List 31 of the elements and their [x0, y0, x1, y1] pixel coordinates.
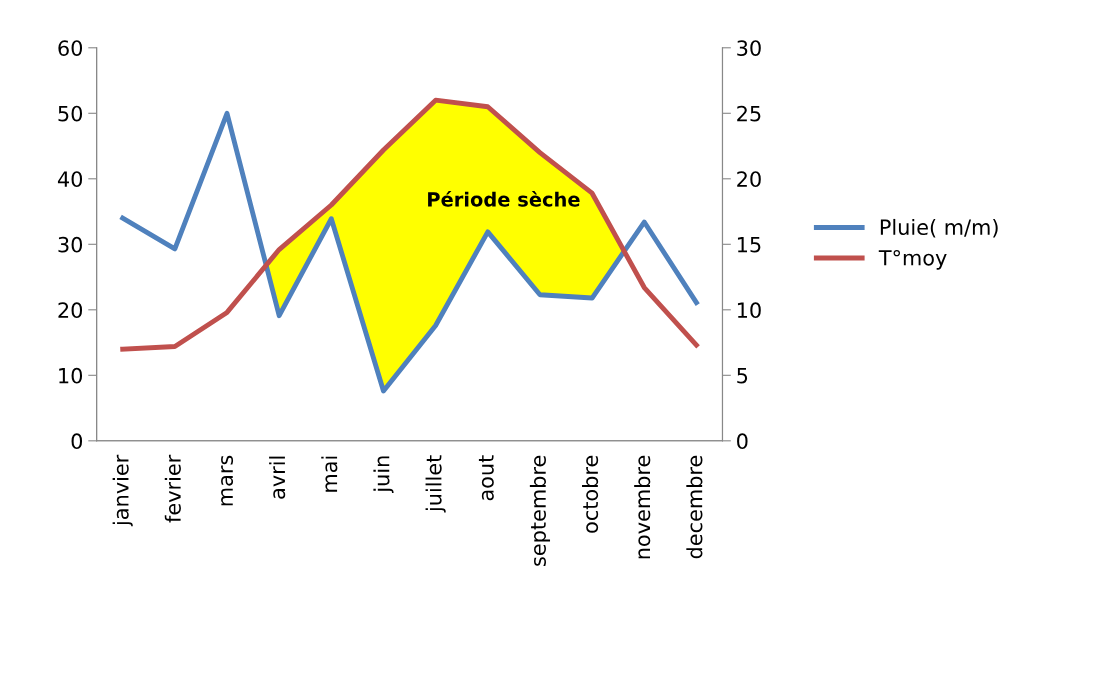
x-tick-label: octobre — [582, 455, 599, 533]
x-tick-label: aout — [478, 455, 494, 501]
y-tick-label: 0 — [71, 433, 83, 450]
y2-tick-label: 15 — [737, 237, 761, 253]
y2-tick-label: 0 — [737, 433, 748, 450]
x-tick-label: juin — [373, 456, 394, 494]
legend-label: T°moy — [878, 249, 947, 270]
x-tick-label: fevrier — [164, 454, 181, 523]
x-tick-label: avril — [269, 456, 286, 499]
legend-label: Pluie( m/m) — [880, 218, 998, 238]
y-tick-label: 40 — [57, 171, 83, 187]
y-tick-label: 50 — [58, 105, 83, 122]
y-tick-label: 20 — [58, 302, 83, 319]
x-tick-label: novembre — [634, 455, 651, 559]
y2-tick-label: 30 — [737, 40, 761, 56]
x-tick-label: mars — [221, 455, 234, 506]
y-tick-label: 30 — [58, 236, 83, 253]
x-tick-label: juillet — [425, 455, 446, 513]
annotation: Période sèche — [428, 190, 580, 207]
x-tick-label: janvier — [112, 454, 133, 527]
y-tick-label: 60 — [58, 40, 83, 56]
x-tick-label: mai — [321, 456, 338, 492]
x-tick-label: decembre — [686, 455, 703, 559]
x-tick-label: septembre — [529, 455, 551, 566]
y-tick-label: 10 — [59, 367, 83, 384]
y2-tick-label: 20 — [737, 171, 761, 187]
y2-tick-label: 25 — [737, 105, 761, 122]
line-series — [120, 97, 699, 352]
line-series — [120, 110, 699, 394]
y2-tick-label: 5 — [737, 368, 748, 384]
y2-tick-label: 10 — [737, 302, 761, 319]
